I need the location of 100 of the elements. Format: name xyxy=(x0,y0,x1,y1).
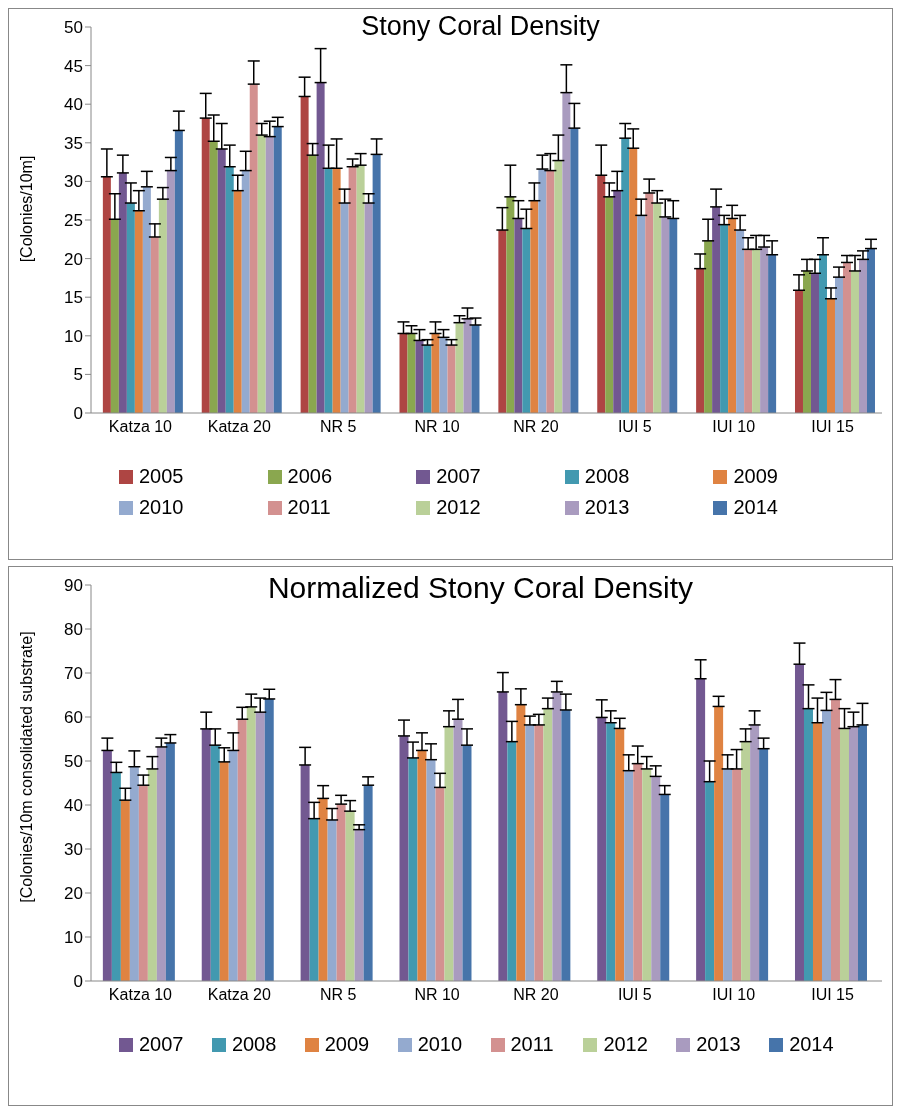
bar xyxy=(332,168,341,413)
bar xyxy=(732,768,742,981)
bar xyxy=(826,298,835,413)
bar xyxy=(150,236,159,413)
legend-label: 2005 xyxy=(139,465,184,488)
bar xyxy=(225,166,234,413)
bar xyxy=(308,155,317,413)
bar xyxy=(514,218,523,413)
bar xyxy=(156,746,166,981)
bar xyxy=(633,763,643,981)
bar xyxy=(546,170,555,413)
bar xyxy=(637,215,646,413)
bar xyxy=(705,781,715,981)
bar xyxy=(417,750,427,981)
bar xyxy=(201,118,210,413)
legend-label: 2014 xyxy=(733,496,778,519)
bar xyxy=(471,324,480,413)
bar xyxy=(803,708,813,981)
bar xyxy=(821,710,831,981)
y-tick-label: 50 xyxy=(64,18,83,38)
bar xyxy=(356,165,365,413)
bar xyxy=(423,345,432,413)
bar xyxy=(348,166,357,413)
bar xyxy=(857,724,867,981)
y-tick-label: 15 xyxy=(64,288,83,308)
bar xyxy=(728,218,737,413)
bar xyxy=(660,794,670,981)
y-tick-label: 35 xyxy=(64,133,83,153)
bar xyxy=(562,92,571,413)
legend-label: 2013 xyxy=(584,496,630,519)
y-tick-label: 25 xyxy=(64,211,83,231)
bar xyxy=(217,148,226,413)
legend-label: 2011 xyxy=(287,496,331,519)
bar xyxy=(138,785,148,981)
bar xyxy=(834,277,843,413)
bar xyxy=(407,333,416,413)
bar xyxy=(219,761,229,981)
bar xyxy=(336,804,346,981)
bar xyxy=(249,84,258,413)
bar xyxy=(399,333,408,413)
y-tick-label: 40 xyxy=(64,796,83,816)
bar xyxy=(264,698,274,981)
y-tick-label: 60 xyxy=(64,708,83,728)
bar xyxy=(408,757,418,981)
bar xyxy=(324,168,333,413)
bar xyxy=(233,190,242,413)
bar xyxy=(246,706,256,981)
legend-label: 2007 xyxy=(139,1033,184,1056)
bar xyxy=(316,82,325,413)
bar xyxy=(120,800,130,981)
y-tick-label: 30 xyxy=(64,840,83,860)
bar xyxy=(794,664,804,981)
bar xyxy=(613,190,622,413)
bar xyxy=(126,203,135,413)
bar xyxy=(345,811,355,981)
legend-label: 2013 xyxy=(696,1033,741,1056)
bar xyxy=(174,130,183,413)
y-tick-label: 45 xyxy=(64,56,83,76)
bar xyxy=(435,787,445,981)
x-tick-label: Katza 20 xyxy=(207,986,271,1004)
bar xyxy=(752,249,761,413)
y-axis-title: [Colonies/10m] xyxy=(18,155,36,263)
legend-label: 2006 xyxy=(287,465,333,488)
bar xyxy=(255,712,265,981)
x-tick-label: NR 20 xyxy=(513,986,559,1004)
bar xyxy=(597,717,607,981)
bar xyxy=(661,216,670,413)
x-tick-label: Katza 20 xyxy=(207,418,271,436)
bar xyxy=(210,745,220,981)
bar xyxy=(712,206,721,413)
x-tick-label: IUI 15 xyxy=(811,418,855,436)
x-tick-label: IUI 5 xyxy=(617,986,652,1004)
bar xyxy=(696,678,706,981)
y-tick-label: 10 xyxy=(64,326,83,346)
bar xyxy=(802,270,811,413)
bar xyxy=(642,768,652,981)
bar xyxy=(399,735,409,981)
y-tick-label: 0 xyxy=(73,404,83,424)
bar xyxy=(340,203,349,413)
bar xyxy=(209,141,218,413)
y-tick-label: 0 xyxy=(73,972,83,992)
bar xyxy=(629,148,638,413)
x-tick-label: IUI 10 xyxy=(712,986,756,1004)
bar xyxy=(794,290,803,413)
y-tick-label: 50 xyxy=(64,752,83,772)
bar xyxy=(102,176,111,413)
bar xyxy=(812,722,822,981)
bar xyxy=(552,691,562,981)
bar xyxy=(621,138,630,413)
legend-label: 2008 xyxy=(584,465,630,488)
bar xyxy=(257,135,266,413)
bar xyxy=(300,764,310,981)
x-tick-label: NR 5 xyxy=(319,418,357,436)
y-tick-label: 20 xyxy=(64,249,83,269)
bar xyxy=(653,203,662,413)
bar xyxy=(110,219,119,413)
bar xyxy=(134,210,143,413)
bar xyxy=(615,728,625,981)
bar xyxy=(522,228,531,413)
bar xyxy=(704,240,713,413)
